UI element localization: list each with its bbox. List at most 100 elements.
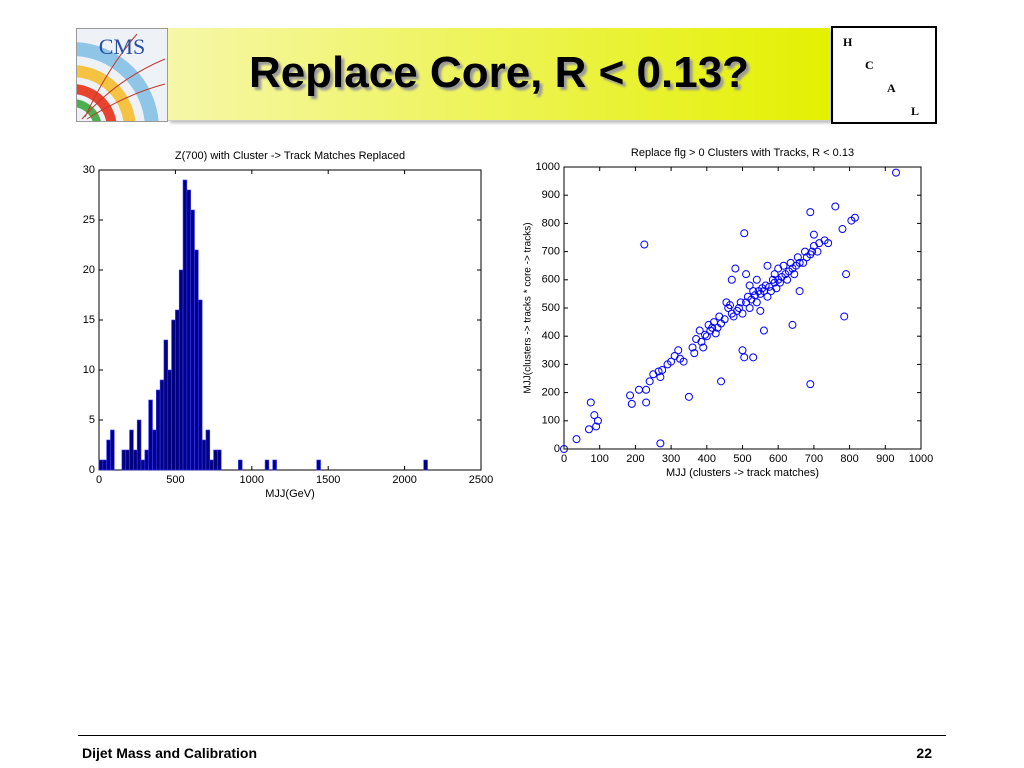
point <box>763 292 772 301</box>
point <box>842 270 851 279</box>
y-tick-label: 25 <box>83 214 95 226</box>
bar <box>264 459 270 471</box>
bar <box>133 449 138 471</box>
x-tick-label: 2500 <box>469 474 493 486</box>
bar <box>201 439 207 471</box>
point <box>584 425 593 434</box>
x-tick-label: 0 <box>561 453 567 465</box>
point <box>701 330 710 339</box>
bar <box>175 309 180 471</box>
y-tick-label: 0 <box>89 464 95 476</box>
hcal-box: H C A L <box>831 26 937 124</box>
point <box>634 385 643 394</box>
bar <box>238 459 243 471</box>
bar <box>178 269 184 471</box>
point <box>795 258 804 267</box>
point <box>775 278 784 287</box>
bar <box>102 459 107 471</box>
bar <box>190 209 195 471</box>
bar <box>129 429 134 471</box>
point <box>626 391 635 400</box>
bar <box>121 449 127 471</box>
point <box>688 343 697 352</box>
x-axis-label: MJJ (clusters -> track matches) <box>666 467 819 479</box>
y-tick-label: 10 <box>83 364 95 376</box>
y-tick-label: 700 <box>542 246 560 258</box>
y-axis-label: MJJ(clusters -> tracks * core -> tracks) <box>523 222 534 393</box>
point <box>806 208 815 217</box>
bar <box>205 429 211 471</box>
point <box>809 230 818 239</box>
point <box>740 353 749 362</box>
point <box>752 298 761 307</box>
x-tick-label: 300 <box>662 453 680 465</box>
bar <box>136 419 142 471</box>
y-tick-label: 100 <box>542 415 560 427</box>
y-tick-label: 600 <box>542 274 560 286</box>
point <box>799 258 808 267</box>
x-tick-label: 1000 <box>240 474 264 486</box>
point <box>759 326 768 335</box>
logo-track <box>81 33 166 120</box>
point <box>656 439 665 448</box>
point <box>738 309 747 318</box>
logo-text: CMS <box>99 34 145 59</box>
point <box>790 270 799 279</box>
footer-text: Dijet Mass and Calibration <box>82 745 258 761</box>
point <box>645 377 654 386</box>
hcal-letter: A <box>887 81 896 95</box>
point <box>658 366 667 375</box>
point <box>590 411 599 420</box>
point <box>745 281 754 290</box>
x-tick-label: 500 <box>166 474 184 486</box>
point <box>697 337 706 346</box>
bar <box>272 459 277 471</box>
bar <box>198 299 203 471</box>
point <box>838 225 847 234</box>
point <box>695 326 704 335</box>
bar <box>186 189 191 471</box>
point <box>667 357 676 366</box>
point <box>627 399 636 408</box>
point <box>593 416 602 425</box>
chart-title: Replace flg > 0 Clusters with Tracks, R … <box>631 147 854 159</box>
bar <box>182 179 188 471</box>
x-tick-label: 200 <box>626 453 644 465</box>
point <box>560 445 568 453</box>
bar <box>194 249 199 471</box>
point <box>808 247 817 256</box>
point <box>726 301 735 310</box>
point <box>592 422 601 431</box>
point <box>850 213 859 222</box>
bar <box>159 379 165 471</box>
point <box>642 398 651 407</box>
bar <box>217 449 222 471</box>
x-tick-label: 900 <box>876 453 894 465</box>
hcal-letter: L <box>911 104 920 118</box>
x-tick-label: 400 <box>698 453 716 465</box>
x-axis-label: MJJ(GeV) <box>265 488 315 500</box>
bar <box>213 449 218 471</box>
point <box>793 253 802 262</box>
point <box>708 323 717 332</box>
x-tick-label: 800 <box>840 453 858 465</box>
bar <box>144 449 149 471</box>
bar <box>152 429 157 471</box>
point <box>752 275 761 284</box>
point <box>761 281 770 290</box>
title-bar: Replace Core, R < 0.13? <box>168 28 830 121</box>
point <box>892 168 901 177</box>
point <box>736 298 745 307</box>
x-tick-label: 500 <box>733 453 751 465</box>
point <box>717 377 726 386</box>
point <box>770 270 779 279</box>
logo-graphic: CMS <box>77 33 166 121</box>
point <box>572 435 581 444</box>
bar <box>209 459 214 471</box>
point <box>763 261 772 270</box>
y-tick-label: 5 <box>89 414 95 426</box>
bar <box>140 459 146 471</box>
y-tick-label: 400 <box>542 330 560 342</box>
